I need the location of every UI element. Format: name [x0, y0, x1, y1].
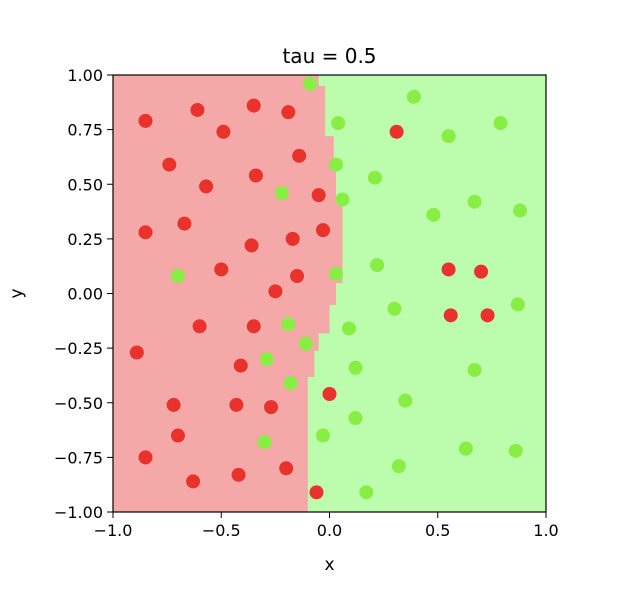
red-region-segment: [113, 332, 319, 351]
red-point: [322, 387, 337, 402]
green-point: [467, 362, 482, 377]
red-point: [192, 319, 207, 334]
red-region-segment: [113, 376, 308, 513]
y-tick-label: 0.75: [67, 121, 103, 140]
x-axis-ticks: −1.0 −0.5 0.0 0.5 1.0: [94, 512, 559, 540]
red-point: [129, 345, 144, 360]
red-point: [162, 157, 177, 172]
green-point: [426, 207, 441, 222]
red-point: [190, 102, 205, 117]
green-point: [274, 185, 289, 200]
red-point: [246, 319, 261, 334]
red-point: [214, 262, 229, 277]
red-point: [186, 474, 201, 489]
y-axis-label: y: [7, 288, 27, 298]
green-point: [441, 129, 456, 144]
green-point: [467, 194, 482, 209]
red-point: [231, 467, 246, 482]
red-point: [474, 264, 489, 279]
green-point: [281, 317, 296, 332]
y-tick-label: −1.00: [54, 503, 103, 522]
y-tick-label: 0.00: [67, 285, 103, 304]
red-point: [166, 397, 181, 412]
green-point: [341, 321, 356, 336]
red-point: [316, 223, 331, 238]
green-point: [359, 485, 374, 500]
red-point: [170, 428, 185, 443]
green-point: [513, 203, 528, 218]
green-point: [398, 393, 413, 408]
green-point: [348, 360, 363, 375]
red-point: [199, 179, 214, 194]
x-tick-label: −0.5: [202, 521, 241, 540]
green-point: [510, 297, 525, 312]
red-point: [264, 400, 279, 415]
red-point: [309, 485, 324, 500]
x-tick-label: 1.0: [533, 521, 558, 540]
red-region-segment: [113, 304, 330, 334]
red-point: [268, 284, 283, 299]
red-point: [279, 461, 294, 476]
red-point: [292, 148, 307, 163]
x-tick-label: −1.0: [94, 521, 133, 540]
red-region-segment: [113, 75, 319, 87]
decision-regions: [113, 75, 546, 513]
green-point: [387, 301, 402, 316]
y-tick-label: −0.75: [54, 448, 103, 467]
red-point: [229, 397, 244, 412]
red-point: [138, 450, 153, 465]
red-point: [443, 308, 458, 323]
x-tick-label: 0.5: [425, 521, 450, 540]
y-tick-label: −0.50: [54, 394, 103, 413]
green-point: [328, 266, 343, 281]
red-point: [389, 124, 404, 139]
y-tick-label: 0.50: [67, 175, 103, 194]
x-tick-label: 0.0: [317, 521, 342, 540]
red-point: [441, 262, 456, 277]
red-point: [233, 358, 248, 373]
green-point: [458, 441, 473, 456]
x-axis-label: x: [324, 555, 334, 575]
red-point: [311, 188, 326, 203]
green-point: [316, 428, 331, 443]
red-point: [248, 168, 263, 183]
red-point: [290, 269, 305, 284]
green-point: [370, 258, 385, 273]
y-axis-ticks: −1.00 −0.75 −0.50 −0.25 0.00 0.25 0.50 0.75 1.00: [54, 66, 113, 522]
scatter-points: [129, 76, 528, 500]
green-point: [508, 443, 523, 458]
green-point: [259, 352, 274, 367]
green-point: [170, 269, 185, 284]
green-point: [367, 170, 382, 185]
y-tick-label: −0.25: [54, 339, 103, 358]
green-point: [331, 116, 346, 131]
red-point: [177, 216, 192, 231]
red-point: [246, 98, 261, 113]
green-point: [335, 192, 350, 207]
green-point: [303, 76, 318, 91]
red-point: [216, 124, 231, 139]
red-region-segment: [113, 350, 315, 378]
green-point: [493, 116, 508, 131]
red-point: [281, 105, 296, 120]
red-point: [480, 308, 495, 323]
red-point: [138, 113, 153, 128]
chart-title: tau = 0.5: [282, 44, 376, 68]
green-point: [406, 89, 421, 104]
green-point: [283, 376, 298, 391]
green-point: [348, 411, 363, 426]
red-region-segment: [113, 282, 336, 305]
red-point: [138, 225, 153, 240]
red-point: [244, 238, 259, 253]
green-point: [257, 435, 272, 450]
red-point: [285, 231, 300, 246]
green-point: [298, 336, 313, 351]
green-point: [391, 459, 406, 474]
green-point: [328, 157, 343, 172]
y-tick-label: 1.00: [67, 66, 103, 85]
y-tick-label: 0.25: [67, 230, 103, 249]
red-region-segment: [113, 168, 336, 201]
